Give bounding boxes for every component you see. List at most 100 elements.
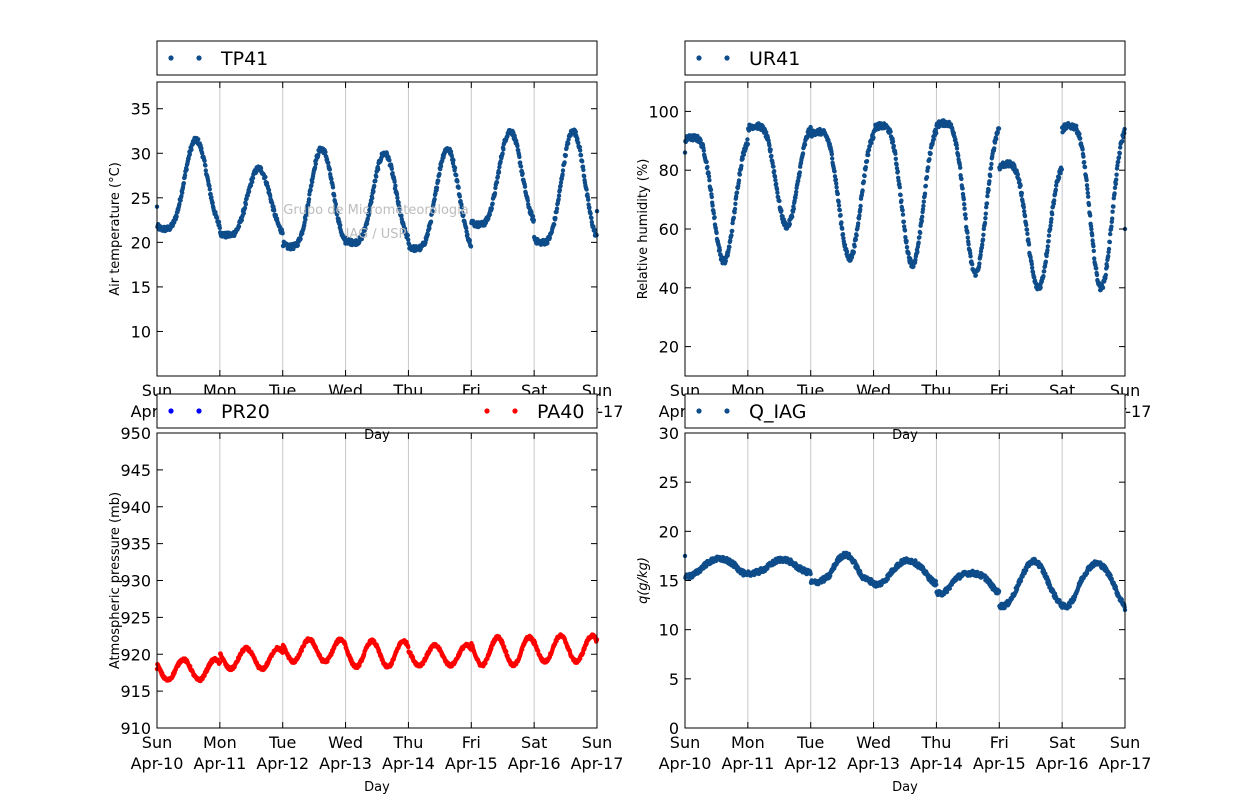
data-point: [1100, 285, 1106, 290]
data-point: [1018, 183, 1023, 188]
data-point: [733, 201, 738, 206]
data-point: [217, 225, 222, 231]
data-point: [915, 249, 920, 255]
x-tick-day: Tue: [268, 733, 296, 752]
y-tick-label: 40: [659, 279, 679, 298]
data-point: [1090, 238, 1095, 243]
data-point: [1030, 265, 1035, 270]
data-point: [965, 235, 970, 240]
chart-panel-2: 20406080100SunApr-10MonApr-11TueApr-12We…: [636, 40, 1151, 443]
data-point: [208, 191, 213, 197]
data-point: [487, 212, 492, 217]
x-tick-day: Fri: [990, 733, 1009, 752]
data-point: [701, 148, 706, 153]
legend-box: [684, 40, 1126, 76]
data-point: [580, 164, 586, 169]
data-point: [723, 258, 728, 264]
data-point: [962, 206, 967, 211]
data-point: [863, 165, 868, 170]
data-point: [273, 213, 278, 218]
x-tick-date: Apr-11: [193, 754, 246, 773]
data-point: [405, 233, 410, 238]
data-point: [982, 220, 988, 226]
data-point: [856, 221, 861, 226]
data-point: [1113, 181, 1119, 187]
data-point: [1109, 219, 1115, 224]
data-point: [456, 185, 461, 190]
y-tick-label: 10: [131, 322, 151, 341]
y-tick-label: 0: [669, 719, 679, 738]
data-point: [980, 242, 985, 247]
y-tick-label: 910: [120, 719, 151, 738]
data-point: [406, 237, 411, 242]
data-point: [924, 175, 930, 180]
data-point: [303, 217, 308, 222]
data-point: [1115, 163, 1120, 168]
data-point: [926, 165, 931, 170]
x-tick-date: Apr-16: [508, 754, 561, 773]
x-tick-day: Mon: [203, 733, 237, 752]
data-point: [904, 245, 910, 250]
data-point: [838, 213, 843, 218]
data-point: [973, 273, 978, 278]
data-point: [830, 156, 835, 161]
x-tick-day: Sat: [1049, 733, 1075, 752]
legend-marker: [168, 55, 174, 61]
data-point: [767, 143, 772, 148]
data-point: [888, 129, 893, 134]
data-point: [986, 188, 991, 193]
data-point: [837, 207, 842, 213]
legend-marker: [696, 55, 702, 61]
x-axis-label: Day: [364, 780, 390, 795]
data-point: [1054, 183, 1059, 188]
data-point: [730, 228, 735, 234]
data-point: [741, 152, 746, 157]
legend-label: PR20: [221, 401, 270, 423]
data-point: [857, 213, 862, 218]
data-point: [1059, 167, 1065, 172]
data-point: [515, 143, 520, 149]
data-point: [834, 185, 839, 190]
data-point: [919, 218, 924, 224]
legend-box: [684, 393, 1126, 429]
data-point: [189, 147, 194, 152]
data-point: [893, 151, 898, 156]
data-point: [498, 159, 503, 164]
data-point: [1046, 239, 1051, 244]
y-tick-label: 60: [659, 220, 679, 239]
data-point: [266, 188, 272, 193]
data-point: [839, 220, 844, 225]
data-point: [1103, 272, 1109, 278]
data-point: [709, 194, 714, 200]
y-tick-label: 100: [648, 102, 679, 121]
x-tick-day: Wed: [856, 733, 891, 752]
data-point: [520, 171, 525, 176]
x-tick-date: Apr-13: [847, 754, 900, 773]
data-point: [963, 216, 968, 221]
data-point: [1114, 177, 1119, 182]
data-point: [489, 206, 494, 211]
y-tick-label: 30: [659, 424, 679, 443]
data-point: [1092, 256, 1097, 261]
data-point: [895, 169, 900, 174]
data-point: [518, 160, 523, 165]
data-point: [530, 214, 536, 219]
data-point: [862, 173, 867, 179]
data-point: [851, 249, 856, 255]
data-point: [1091, 243, 1096, 249]
data-point: [988, 165, 994, 171]
data-point: [864, 159, 870, 164]
data-point: [200, 151, 205, 156]
data-point: [852, 244, 857, 249]
data-point: [1026, 242, 1032, 247]
y-tick-label: 920: [120, 645, 151, 664]
data-point: [217, 660, 222, 665]
data-point: [363, 226, 368, 231]
data-point: [832, 174, 838, 179]
data-point: [1084, 177, 1089, 183]
data-point: [246, 189, 252, 194]
data-point: [1025, 231, 1030, 236]
data-point: [1023, 222, 1029, 228]
data-point: [397, 207, 402, 212]
